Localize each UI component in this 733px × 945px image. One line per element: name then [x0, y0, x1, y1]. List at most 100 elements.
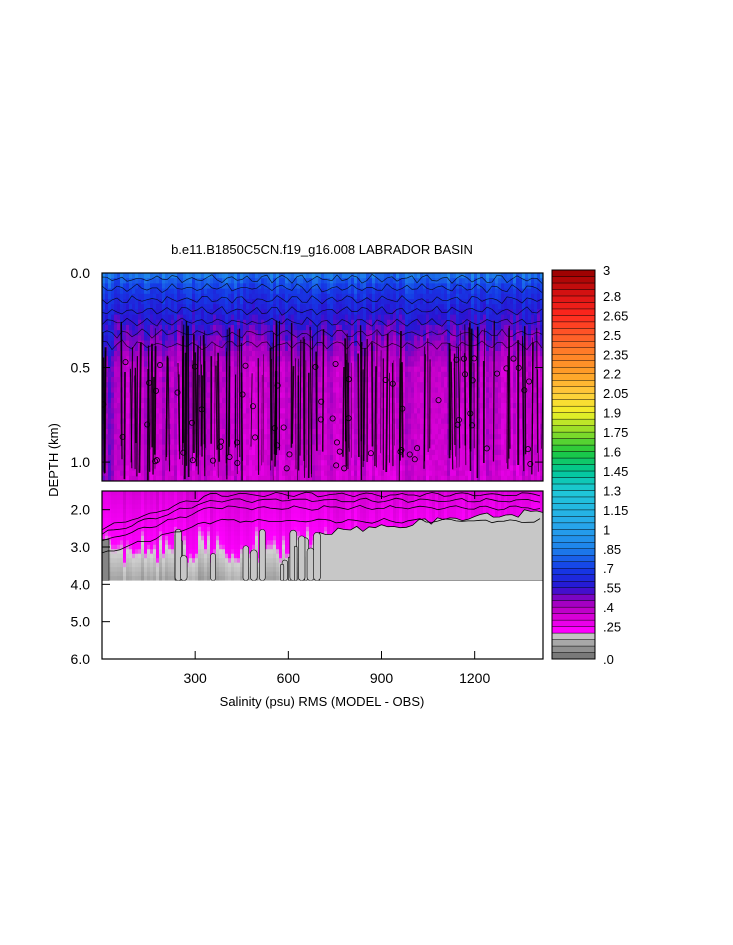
x-tick-label: 900	[370, 670, 394, 686]
colorbar-label: 1.9	[603, 406, 621, 421]
colorbar-label: .85	[603, 542, 621, 557]
colorbar-cell	[551, 451, 596, 459]
colorbar-cell	[551, 561, 596, 569]
colorbar-cell	[551, 269, 596, 277]
colorbar-label: 1.6	[603, 445, 621, 460]
colorbar-cell	[551, 522, 596, 530]
y-tick-label: 0.0	[71, 265, 91, 281]
colorbar-cell	[551, 645, 596, 653]
colorbar-cell	[551, 315, 596, 323]
colorbar-label: 2.2	[603, 367, 621, 382]
colorbar-cell	[551, 380, 596, 387]
colorbar-cell	[551, 529, 596, 537]
colorbar-cell	[551, 587, 596, 595]
colorbar-label: 1.75	[603, 425, 628, 440]
y-tick-label: 6.0	[71, 651, 91, 667]
colorbar-cell	[551, 639, 596, 647]
colorbar-label: 1.45	[603, 464, 628, 479]
colorbar-label: .7	[603, 561, 614, 576]
colorbar-cell	[551, 509, 596, 517]
colorbar-cell	[551, 438, 596, 446]
colorbar-cell	[551, 295, 596, 303]
colorbar-cell	[551, 555, 596, 562]
colorbar-cell	[551, 490, 596, 498]
colorbar-label: 3	[603, 263, 610, 278]
x-tick-label: 300	[183, 670, 207, 686]
colorbar-label: 1.3	[603, 483, 621, 498]
upper-frame	[101, 272, 544, 482]
colorbar-cell	[551, 496, 596, 504]
colorbar-cell	[551, 367, 596, 374]
x-tick-label: 1200	[459, 670, 490, 686]
colorbar-cell	[551, 392, 596, 400]
colorbar-cell	[551, 503, 596, 511]
colorbar-cell	[551, 632, 596, 640]
colorbar-cell	[551, 483, 596, 491]
upper-panel: 0.0 0.5 1.0	[71, 265, 544, 482]
colorbar-cell	[551, 470, 596, 478]
colorbar-label: 2.35	[603, 347, 628, 362]
colorbar-cell	[551, 548, 596, 556]
colorbar-cell	[551, 613, 596, 621]
colorbar-cell	[551, 581, 596, 588]
colorbar-cell	[551, 477, 596, 485]
y-tick-label: 5.0	[71, 614, 91, 630]
colorbar-cell	[551, 516, 596, 524]
colorbar-label: .0	[603, 652, 614, 667]
colorbar-cell	[551, 360, 596, 368]
colorbar-label: 1.15	[603, 503, 628, 518]
colorbar-cell	[551, 457, 596, 465]
y-axis-label: DEPTH (km)	[46, 423, 61, 497]
colorbar-label: .25	[603, 620, 621, 635]
colorbar-label: 2.5	[603, 328, 621, 343]
colorbar-cell	[551, 276, 596, 284]
colorbar-cell	[551, 542, 596, 549]
colorbar-label: 1	[603, 522, 610, 537]
colorbar-label: 2.65	[603, 308, 628, 323]
colorbar-cell	[551, 444, 596, 452]
chart-title: b.e11.B1850C5CN.f19_g16.008 LABRADOR BAS…	[171, 242, 473, 257]
colorbar-cell	[551, 405, 596, 413]
colorbar-cell	[551, 328, 596, 336]
colorbar-cell	[551, 626, 596, 634]
colorbar-label: 2.8	[603, 289, 621, 304]
colorbar-label: .55	[603, 581, 621, 596]
colorbar-cell	[551, 431, 596, 439]
colorbar-cell	[551, 373, 596, 381]
colorbar-cell	[551, 347, 596, 355]
x-axis-label: Salinity (psu) RMS (MODEL - OBS)	[220, 694, 425, 709]
low-value-region	[318, 509, 543, 581]
colorbar-cell	[551, 412, 596, 420]
x-tick-label: 600	[277, 670, 301, 686]
colorbar-cell	[551, 425, 596, 433]
colorbar-cell	[551, 574, 596, 582]
colorbar-cell	[551, 606, 596, 614]
colorbar-label: .4	[603, 600, 614, 615]
colorbar-cell	[551, 289, 596, 297]
colorbar-cell	[551, 593, 596, 601]
lower-frame	[101, 490, 544, 660]
y-tick-label: 0.5	[71, 360, 91, 376]
colorbar-cell	[551, 600, 596, 608]
colorbar-cell	[551, 302, 596, 310]
upper-field	[102, 273, 543, 481]
colorbar-frame	[551, 269, 596, 660]
colorbar-cell	[551, 386, 596, 394]
lower-field	[102, 491, 543, 659]
colorbar-cell	[551, 282, 596, 290]
y-tick-label: 1.0	[71, 454, 91, 470]
colorbar-cell	[551, 464, 596, 472]
colorbar-cell	[551, 568, 596, 575]
colorbar-label: 2.05	[603, 386, 628, 401]
colorbar-cell	[551, 418, 596, 426]
colorbar: 3 2.8 2.65 2.5 2.35 2.2 2.05 1.9 1.75 1.6 1.45 1.3 1…	[551, 263, 628, 667]
colorbar-cell	[551, 354, 596, 361]
colorbar-cell	[551, 334, 596, 342]
colorbar-cell	[551, 535, 596, 543]
colorbar-cell	[551, 399, 596, 407]
colorbar-cell	[551, 308, 596, 316]
colorbar-cell	[551, 652, 596, 660]
colorbar-cell	[551, 619, 596, 627]
colorbar-cell	[551, 341, 596, 349]
